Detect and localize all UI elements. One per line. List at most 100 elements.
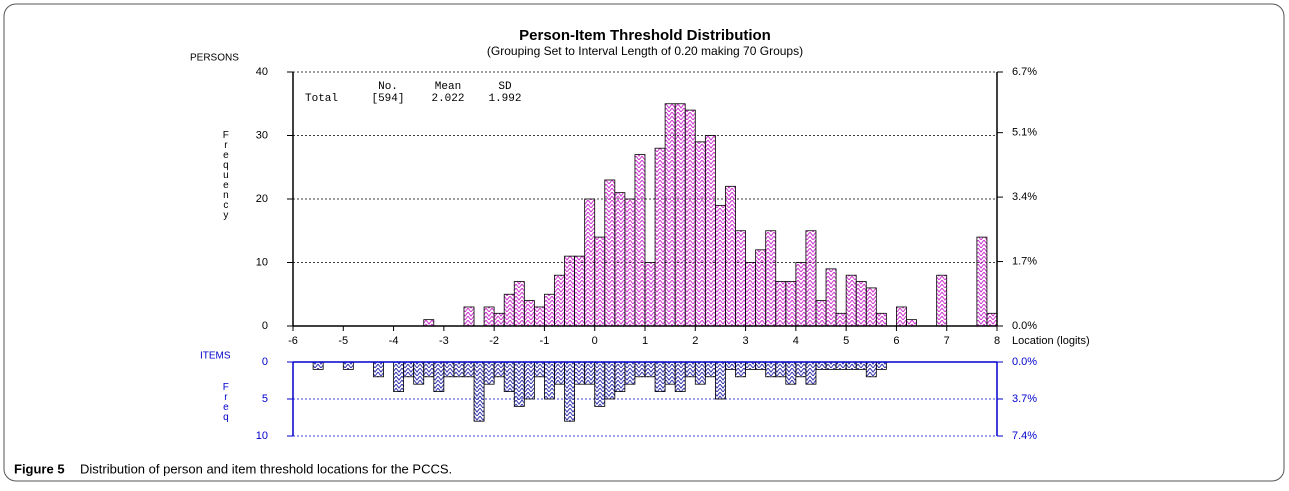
x-tick-label: -4 [389, 335, 399, 347]
bar [775, 361, 787, 378]
bar [725, 185, 736, 327]
bar [393, 361, 405, 393]
bar [483, 306, 495, 327]
bar [755, 249, 767, 327]
bar [735, 230, 746, 327]
bar [815, 361, 827, 370]
bar [725, 361, 736, 370]
bar [634, 361, 646, 378]
bar [604, 179, 616, 327]
bar [664, 361, 676, 385]
bar [443, 361, 455, 378]
x-axis-label: Location (logits) [1012, 335, 1090, 347]
bar [684, 109, 696, 327]
x-tick-label: -6 [288, 335, 298, 347]
bar [855, 281, 867, 327]
bar [986, 312, 998, 327]
bar [694, 361, 706, 385]
y-tick-label: 0 [262, 320, 268, 332]
bar [835, 312, 847, 327]
bar [463, 306, 475, 327]
chart-subtitle: (Grouping Set to Interval Length of 0.20… [487, 44, 803, 58]
bar [644, 262, 656, 327]
y2-tick-label: 5.1% [1012, 127, 1037, 139]
stats-row-label: Total [305, 93, 338, 105]
bar [554, 361, 565, 385]
bar [896, 306, 907, 327]
stats-header: Mean [435, 81, 461, 93]
bar [544, 293, 555, 327]
bar [584, 361, 596, 385]
bar [574, 255, 586, 327]
x-tick-label: -1 [540, 335, 550, 347]
bar [805, 230, 817, 327]
bar [976, 236, 988, 327]
bar [574, 361, 586, 385]
bar [875, 312, 887, 327]
group-label: ITEMS [200, 351, 231, 362]
bar [865, 361, 877, 378]
bar [906, 319, 917, 327]
bar [825, 361, 837, 370]
bar [483, 361, 495, 385]
x-tick-label: -2 [489, 335, 499, 347]
bar [413, 361, 425, 385]
bar [855, 361, 867, 370]
bar [503, 361, 515, 393]
bar [825, 268, 837, 327]
y-tick-label: 5 [262, 393, 268, 405]
bar [785, 361, 797, 385]
bar [654, 361, 666, 393]
bar [775, 281, 787, 327]
bar [614, 192, 626, 327]
bar [433, 361, 445, 393]
bar [785, 281, 797, 327]
bar [342, 361, 354, 370]
bar [845, 361, 857, 370]
y-tick-label: 10 [256, 256, 268, 268]
x-tick-label: -5 [338, 335, 348, 347]
bar [704, 361, 716, 378]
bar [463, 361, 475, 378]
x-tick-label: 4 [793, 335, 799, 347]
stats-value: [594] [371, 93, 404, 105]
group-label: PERSONS [190, 53, 239, 64]
bar [715, 204, 726, 327]
caption-text: Distribution of person and item threshol… [80, 461, 452, 476]
y2-tick-label: 6.7% [1012, 66, 1037, 78]
bar [624, 198, 636, 327]
bar [473, 361, 485, 422]
bar [745, 361, 757, 370]
x-tick-label: 0 [592, 335, 598, 347]
x-tick-label: 3 [743, 335, 749, 347]
bar [704, 135, 716, 327]
bar [664, 103, 676, 327]
y-tick-label: 0 [262, 356, 268, 368]
y2-tick-label: 1.7% [1012, 255, 1037, 267]
bar [513, 281, 525, 327]
x-tick-label: 2 [692, 335, 698, 347]
bar [403, 361, 415, 378]
bar [584, 198, 596, 327]
bar [423, 319, 435, 327]
bar [453, 361, 465, 378]
bar [684, 361, 696, 378]
bar [513, 361, 525, 407]
bar [564, 361, 575, 422]
bar [674, 103, 686, 327]
bar [835, 361, 847, 370]
x-tick-label: 8 [994, 335, 1000, 347]
bar [523, 300, 535, 327]
bar [765, 361, 777, 378]
x-tick-label: 1 [642, 335, 648, 347]
bar [845, 274, 857, 327]
bar [765, 230, 777, 327]
y2-tick-label: 0.0% [1012, 356, 1037, 368]
bar [694, 141, 706, 327]
y-tick-label: 20 [256, 193, 268, 205]
x-tick-label: 7 [944, 335, 950, 347]
x-tick-label: 6 [893, 335, 899, 347]
y2-tick-label: 0.0% [1012, 320, 1037, 332]
bar [503, 293, 515, 327]
